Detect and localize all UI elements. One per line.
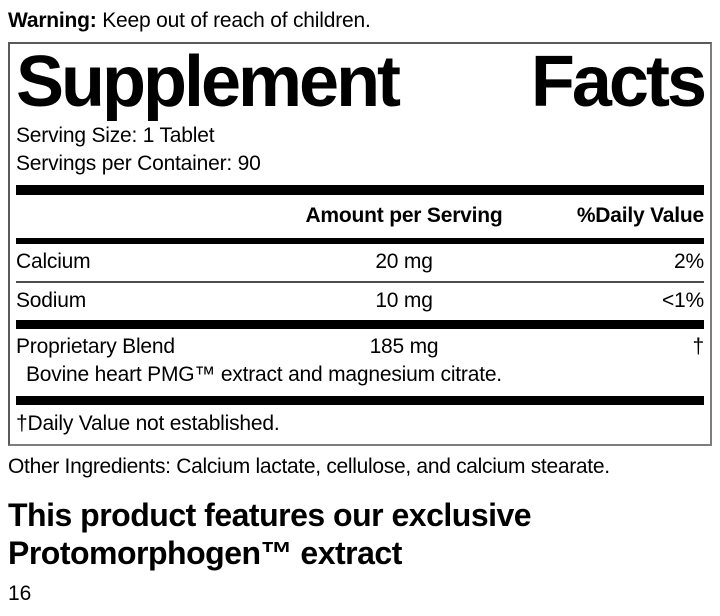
nutrient-daily-value: <1% [661, 289, 704, 312]
panel-title-word-supplement: Supplement [16, 42, 401, 122]
nutrient-name: Calcium [16, 250, 91, 273]
nutrient-row-proprietary-blend: Proprietary Blend 185 mg † [16, 329, 704, 361]
other-ingredients: Other Ingredients: Calcium lactate, cell… [8, 455, 610, 478]
thick-divider-bar-bottom [16, 396, 704, 405]
nutrient-name: Proprietary Blend [16, 335, 175, 358]
nutrient-daily-value: 2% [674, 250, 704, 273]
page-number: 16 [8, 582, 32, 605]
column-header-amount: Amount per Serving [305, 204, 503, 227]
warning-message: Keep out of reach of children. [96, 9, 371, 32]
nutrient-row-sodium: Sodium 10 mg <1% [16, 283, 704, 320]
nutrient-amount: 20 mg [375, 250, 433, 273]
feature-heading-line1: This product features our exclusive [8, 497, 532, 533]
column-header-row: Amount per Serving %Daily Value [16, 195, 704, 238]
column-header-daily-value: %Daily Value [576, 204, 704, 227]
proprietary-blend-description: Bovine heart PMG™ extract and magnesium … [26, 363, 502, 386]
panel-title-word-facts: Facts [530, 42, 707, 122]
nutrient-amount: 185 mg [369, 335, 439, 358]
panel-title: Supplement Facts [16, 42, 707, 122]
servings-per-container: Servings per Container: 90 [16, 152, 261, 175]
serving-size: Serving Size: 1 Tablet [16, 124, 215, 147]
warning-label: Warning: [8, 9, 97, 32]
thick-divider-bar-middle [16, 320, 704, 329]
nutrient-row-calcium: Calcium 20 mg 2% [16, 244, 704, 281]
nutrient-daily-value: † [692, 335, 705, 358]
daily-value-footnote: †Daily Value not established. [16, 412, 280, 435]
medium-divider-bar [16, 238, 704, 244]
feature-heading-line2: Protomorphogen™ extract [8, 535, 402, 571]
feature-heading: This product features our exclusive Prot… [8, 496, 712, 572]
thick-divider-bar-top [16, 185, 704, 195]
supplement-facts-panel: Supplement Facts Serving Size: 1 Tablet … [8, 42, 712, 446]
thin-row-divider [16, 281, 704, 283]
nutrient-amount: 10 mg [375, 289, 433, 312]
warning-text: Warning: Keep out of reach of children. [0, 0, 720, 34]
nutrient-name: Sodium [16, 289, 87, 312]
